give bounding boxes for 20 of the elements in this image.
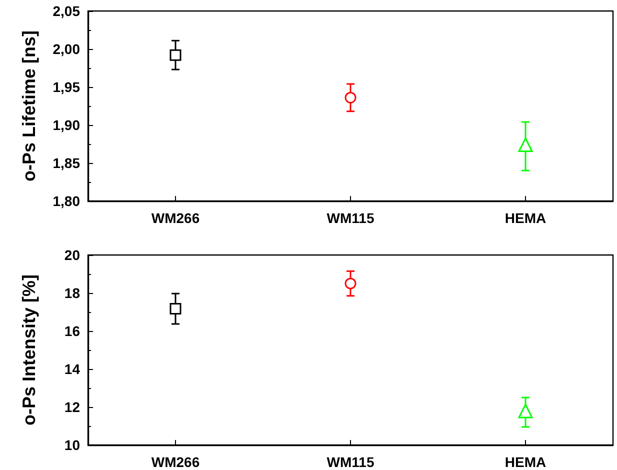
- y-tick-label: 10: [64, 437, 80, 453]
- y-tick-label: 18: [64, 285, 80, 301]
- y-axis-title: o-Ps Lifetime [ns]: [19, 30, 39, 182]
- x-tick-label: WM266: [151, 454, 200, 470]
- y-tick-label: 1,85: [52, 155, 80, 171]
- x-tick-label: WM115: [326, 210, 374, 226]
- y-axis-title: o-Ps Intensity [%]: [19, 274, 39, 426]
- y-tick-label: 14: [64, 361, 80, 377]
- y-tick-label: 12: [64, 399, 80, 415]
- y-tick-label: 1,90: [52, 117, 80, 133]
- x-tick-label: HEMA: [504, 210, 546, 226]
- y-tick-label: 2,05: [52, 3, 80, 19]
- y-tick-label: 1,80: [52, 193, 80, 209]
- y-tick-label: 16: [64, 323, 80, 339]
- y-tick-label: 20: [64, 247, 80, 263]
- x-tick-label: HEMA: [504, 454, 546, 470]
- y-tick-label: 2,00: [52, 41, 80, 57]
- y-tick-label: 1,95: [52, 79, 80, 95]
- x-tick-label: WM115: [326, 454, 374, 470]
- x-tick-label: WM266: [151, 210, 200, 226]
